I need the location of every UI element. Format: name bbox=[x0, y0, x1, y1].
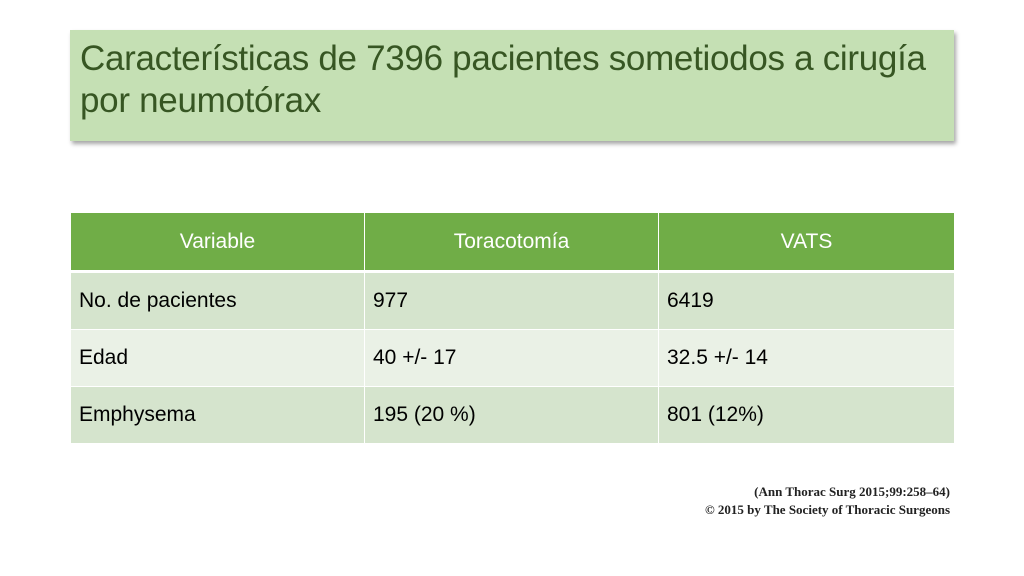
table-cell: 801 (12%) bbox=[658, 386, 955, 444]
table-row: No. de pacientes 977 6419 bbox=[70, 271, 955, 330]
table-row: Edad 40 +/- 17 32.5 +/- 14 bbox=[70, 329, 955, 387]
table-cell: 40 +/- 17 bbox=[364, 329, 659, 387]
slide-title: Características de 7396 pacientes someti… bbox=[80, 39, 926, 120]
table-cell: 32.5 +/- 14 bbox=[658, 329, 955, 387]
table-row: Emphysema 195 (20 %) 801 (12%) bbox=[70, 386, 955, 444]
column-header-variable: Variable bbox=[70, 213, 365, 273]
table-cell: 977 bbox=[364, 271, 659, 330]
citation-reference: (Ann Thorac Surg 2015;99:258–64) bbox=[754, 484, 950, 499]
table-cell: Edad bbox=[70, 329, 365, 387]
citation-copyright: © 2015 by The Society of Thoracic Surgeo… bbox=[704, 502, 950, 517]
table-cell: Emphysema bbox=[70, 386, 365, 444]
table-cell: No. de pacientes bbox=[70, 271, 365, 330]
table-header-row: Variable Toracotomía VATS bbox=[70, 213, 955, 273]
citation: (Ann Thorac Surg 2015;99:258–64) © 2015 … bbox=[705, 483, 950, 519]
column-header-toracotomia: Toracotomía bbox=[364, 213, 659, 273]
title-box: Características de 7396 pacientes someti… bbox=[70, 30, 954, 141]
table-cell: 195 (20 %) bbox=[364, 386, 659, 444]
column-header-vats: VATS bbox=[658, 213, 955, 273]
table-cell: 6419 bbox=[658, 271, 955, 330]
data-table: Variable Toracotomía VATS No. de pacient… bbox=[70, 213, 955, 444]
